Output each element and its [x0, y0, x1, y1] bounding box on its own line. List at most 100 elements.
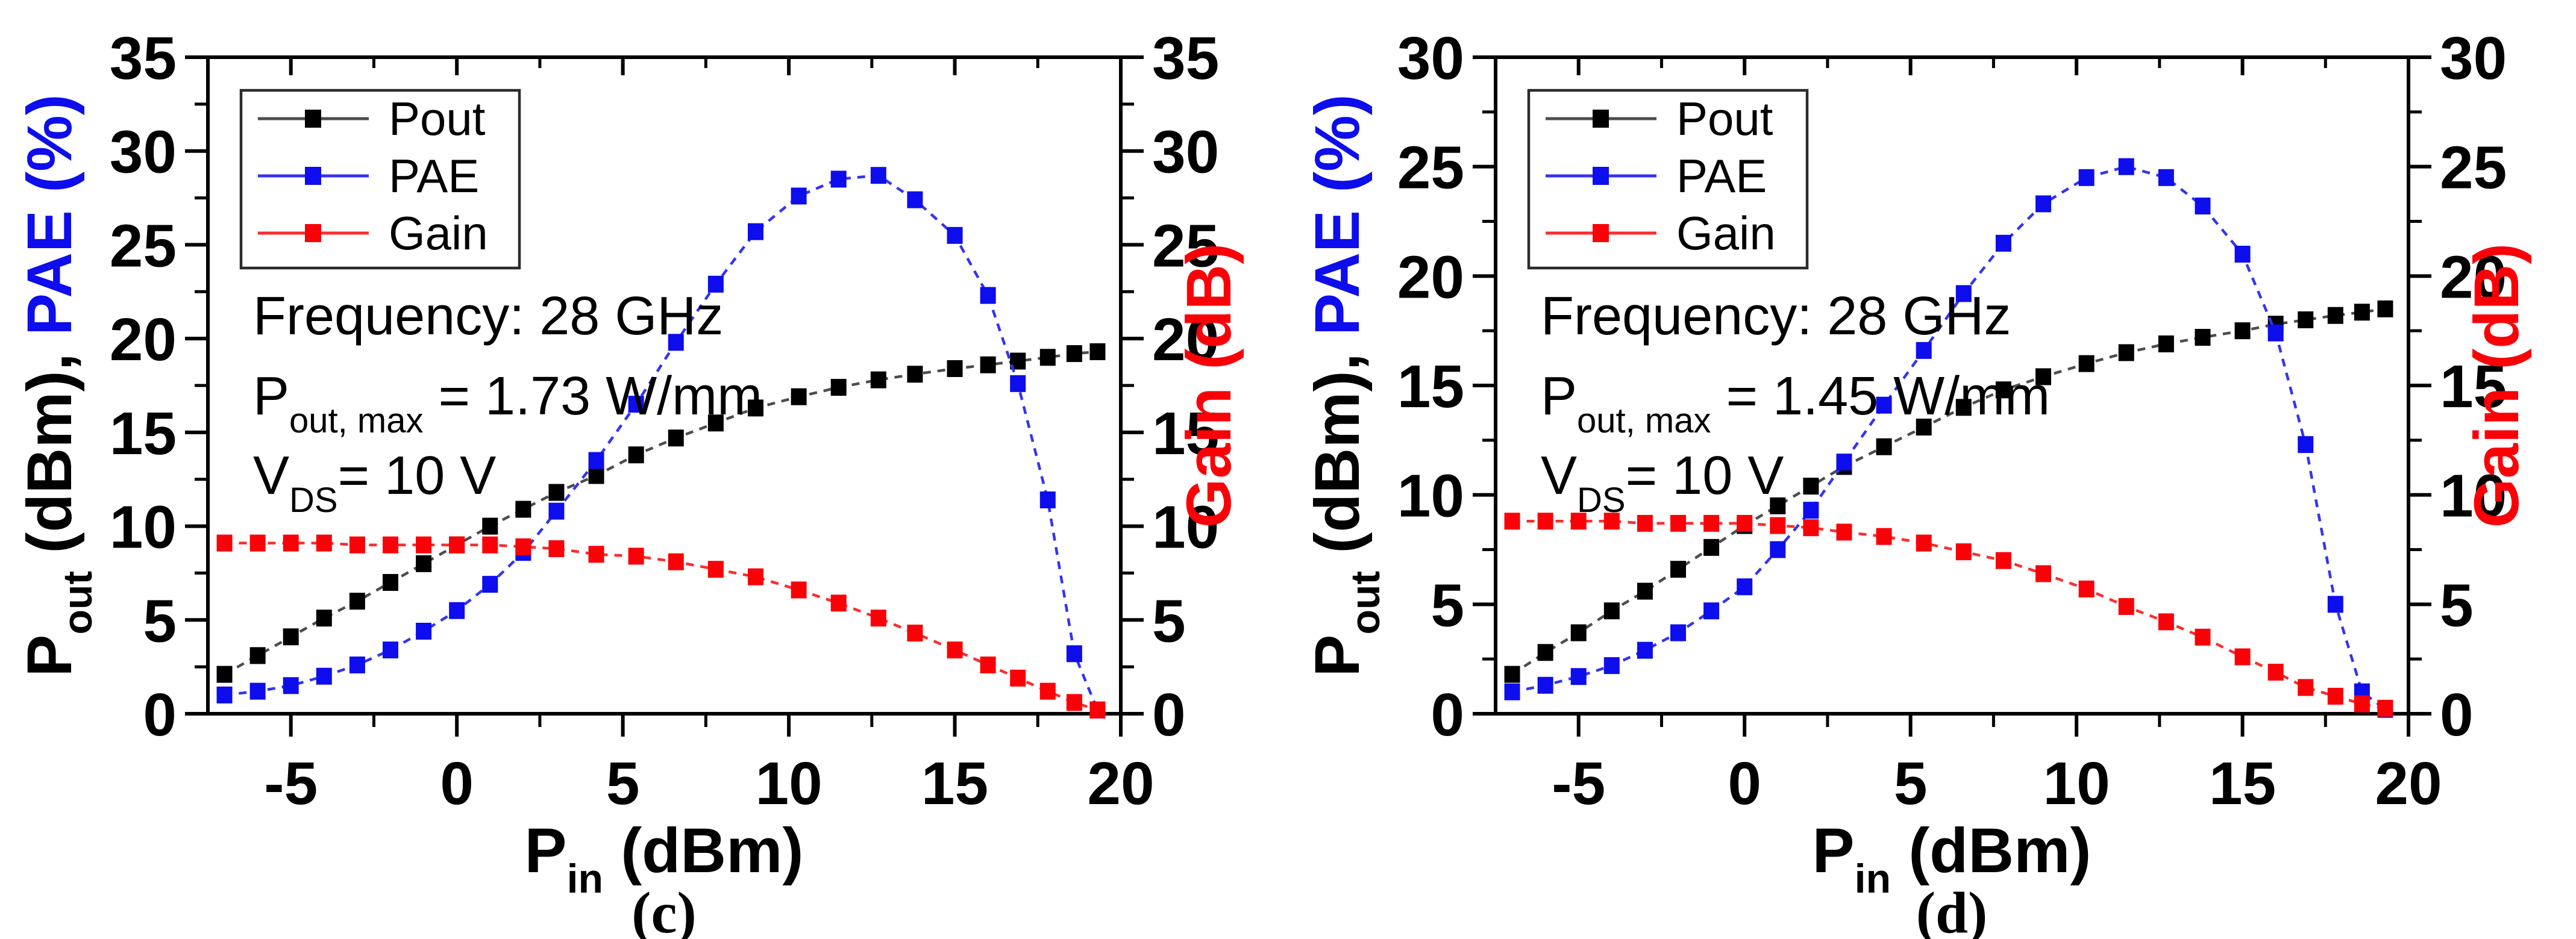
series-pout-data-point: [1803, 478, 1819, 495]
legend-swatch-marker: [1593, 167, 1609, 185]
series-pout-data-point: [947, 360, 963, 377]
series-pae-data-point: [2078, 169, 2095, 186]
series-pae-data-point: [830, 170, 847, 188]
series-gain-data-point: [416, 536, 432, 554]
caption-c: (c): [631, 881, 697, 939]
y-tick-label-right: 15: [2440, 353, 2507, 420]
series-pae-data-point: [2195, 198, 2211, 215]
label-segment: 30: [2440, 25, 2507, 92]
label-segment: 0: [2440, 681, 2474, 749]
series-gain-data-point: [1876, 528, 1892, 545]
series-gain-data-point: [2035, 565, 2051, 582]
series-gain-data-point: [1570, 513, 1587, 530]
series-pout-data-point: [2377, 300, 2393, 317]
label-segment: 15: [1397, 353, 1464, 420]
series-pout-data-point: [1637, 582, 1653, 600]
y-tick-label-left: 15: [110, 400, 177, 467]
y-tick-label-left: 20: [110, 306, 177, 373]
label-segment: V: [1541, 446, 1577, 506]
series-pae-data-point: [748, 223, 763, 240]
y-tick-label-left: 10: [1397, 463, 1464, 530]
series-gain-data-point: [1770, 517, 1786, 534]
legend-item-label: Gain: [1676, 207, 1776, 260]
series-pout-data-point: [2035, 368, 2051, 385]
label-segment: 25: [110, 212, 177, 279]
series-pout-data-point: [1955, 399, 1972, 416]
series-pout-data-point: [383, 574, 398, 591]
legend-item-label: Pout: [1676, 92, 1773, 145]
y-tick-label-left: 15: [1397, 353, 1464, 420]
series-pae-data-point: [416, 622, 432, 640]
label-segment: PAE: [1676, 149, 1767, 202]
label-segment: 20: [1087, 750, 1154, 817]
series-pout-data-point: [2298, 311, 2314, 328]
series-gain-data-point: [980, 657, 996, 674]
series-pae-data-point: [1010, 375, 1026, 392]
series-gain-data-point: [383, 536, 398, 554]
y-tick-label-right: 5: [1152, 587, 1186, 655]
series-pae-data-point: [2158, 169, 2174, 186]
series-pout-data-point: [2354, 304, 2370, 321]
series-gain-data-point: [1537, 513, 1553, 530]
right-axis-label: Gain (dB): [2462, 243, 2532, 528]
x-tick-label: 0: [440, 750, 474, 817]
series-gain-data-point: [515, 538, 531, 555]
legend-item-label: Gain: [389, 207, 488, 260]
label-segment: 10: [1397, 463, 1464, 530]
label-segment: 5: [1431, 572, 1464, 639]
series-gain-data-point: [548, 540, 565, 557]
series-pae-data-point: [628, 396, 644, 413]
label-segment: 20: [2375, 750, 2442, 817]
x-tick-label: 0: [1728, 750, 1761, 817]
legend-swatch-marker: [305, 110, 321, 128]
label-segment: PAE: [389, 149, 479, 202]
series-pae-data-point: [2234, 246, 2251, 263]
label-segment: P: [253, 366, 289, 426]
series-pout-data-point: [2078, 355, 2095, 372]
series-gain-data-point: [2118, 597, 2134, 615]
series-gain-data-point: [2298, 679, 2314, 696]
series-pae-data-point: [2327, 596, 2343, 613]
y-tick-label-right: 15: [1152, 400, 1219, 467]
series-gain-data-point: [2195, 628, 2211, 646]
label-segment: PAE (%): [14, 94, 85, 335]
x-tick-label: 20: [1087, 750, 1154, 817]
series-pout-data-point: [216, 666, 233, 683]
series-pout-data-point: [791, 388, 807, 405]
label-segment: Gain (dB): [2462, 243, 2532, 528]
y-tick-label-right: 10: [2440, 463, 2507, 530]
label-segment: Gain: [1676, 207, 1776, 260]
annotation-line: Frequency: 28 GHz: [253, 286, 723, 346]
label-segment: P: [14, 635, 85, 677]
series-pae-data-point: [1876, 396, 1892, 414]
series-gain-data-point: [588, 546, 604, 563]
y-tick-label-left: 30: [1397, 25, 1464, 92]
label-segment: P: [1541, 366, 1577, 426]
series-gain-data-point: [482, 536, 498, 554]
series-pout-data-point: [628, 446, 644, 464]
label-segment: 20: [110, 306, 177, 373]
series-pout-data-point: [1537, 644, 1553, 661]
legend-item-label: PAE: [1676, 149, 1767, 202]
annotation-line: Pout, max = 1.73 W/mm: [253, 366, 762, 440]
series-pout-data-point: [283, 628, 299, 646]
series-gain-data-point: [628, 547, 644, 565]
label-segment: 30: [1397, 25, 1464, 92]
series-pae-data-point: [1570, 668, 1587, 685]
label-segment: 35: [1152, 25, 1219, 92]
series-gain-data-point: [1955, 543, 1972, 561]
x-tick-label: 20: [2375, 750, 2442, 817]
series-pae-data-point: [1703, 602, 1720, 620]
series-pout-data-point: [870, 371, 886, 388]
label-segment: in: [567, 856, 603, 902]
y-tick-label-right: 0: [2440, 681, 2474, 749]
series-gain-data-point: [1995, 552, 2011, 569]
series-gain-data-point: [1010, 669, 1026, 687]
series-pae-data-point: [349, 657, 365, 674]
label-segment: 10: [1152, 494, 1219, 561]
series-pout-data-point: [1089, 343, 1106, 360]
chart-d-panel: (d) -5 0 5 10 15 20051015202530051015202530Pi…: [1302, 25, 2532, 939]
y-tick-label-left: 5: [143, 587, 177, 655]
series-pout-data-point: [1703, 538, 1720, 556]
series-pout-data-point: [416, 555, 432, 572]
